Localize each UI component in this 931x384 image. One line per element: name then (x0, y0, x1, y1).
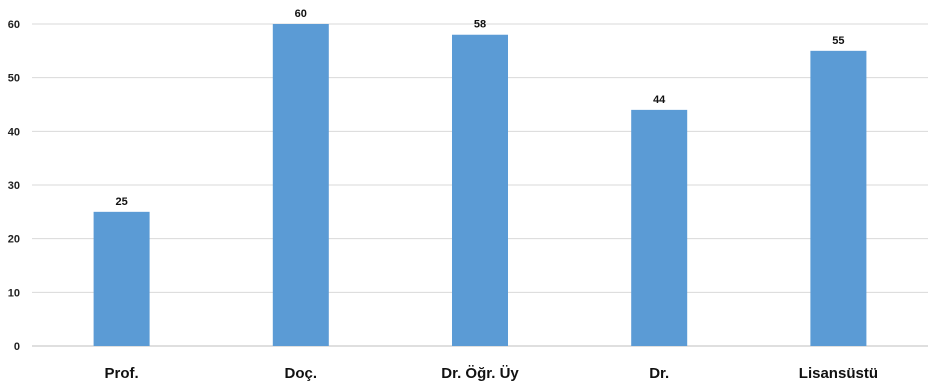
bar (810, 50, 867, 346)
y-tick-label: 0 (14, 341, 20, 353)
category-label: Dr. (649, 365, 669, 382)
y-tick-label: 50 (8, 73, 20, 85)
y-tick-label: 10 (8, 287, 20, 299)
category-label: Dr. Öğr. Üy (441, 365, 519, 382)
y-tick-label: 30 (8, 180, 20, 192)
y-tick-label: 60 (8, 19, 20, 31)
bar (452, 34, 508, 346)
bar (272, 24, 329, 346)
y-tick-label: 40 (8, 126, 20, 138)
category-label: Prof. (105, 365, 139, 382)
data-label: 60 (295, 8, 307, 20)
data-label: 58 (474, 19, 486, 31)
category-label: Doç. (285, 365, 318, 382)
y-tick-label: 20 (8, 234, 20, 246)
bar (631, 109, 688, 346)
data-label: 25 (115, 196, 127, 208)
bar (93, 211, 150, 346)
data-label: 55 (832, 35, 844, 47)
data-label: 44 (653, 94, 666, 106)
category-label: Lisansüstü (799, 365, 878, 382)
